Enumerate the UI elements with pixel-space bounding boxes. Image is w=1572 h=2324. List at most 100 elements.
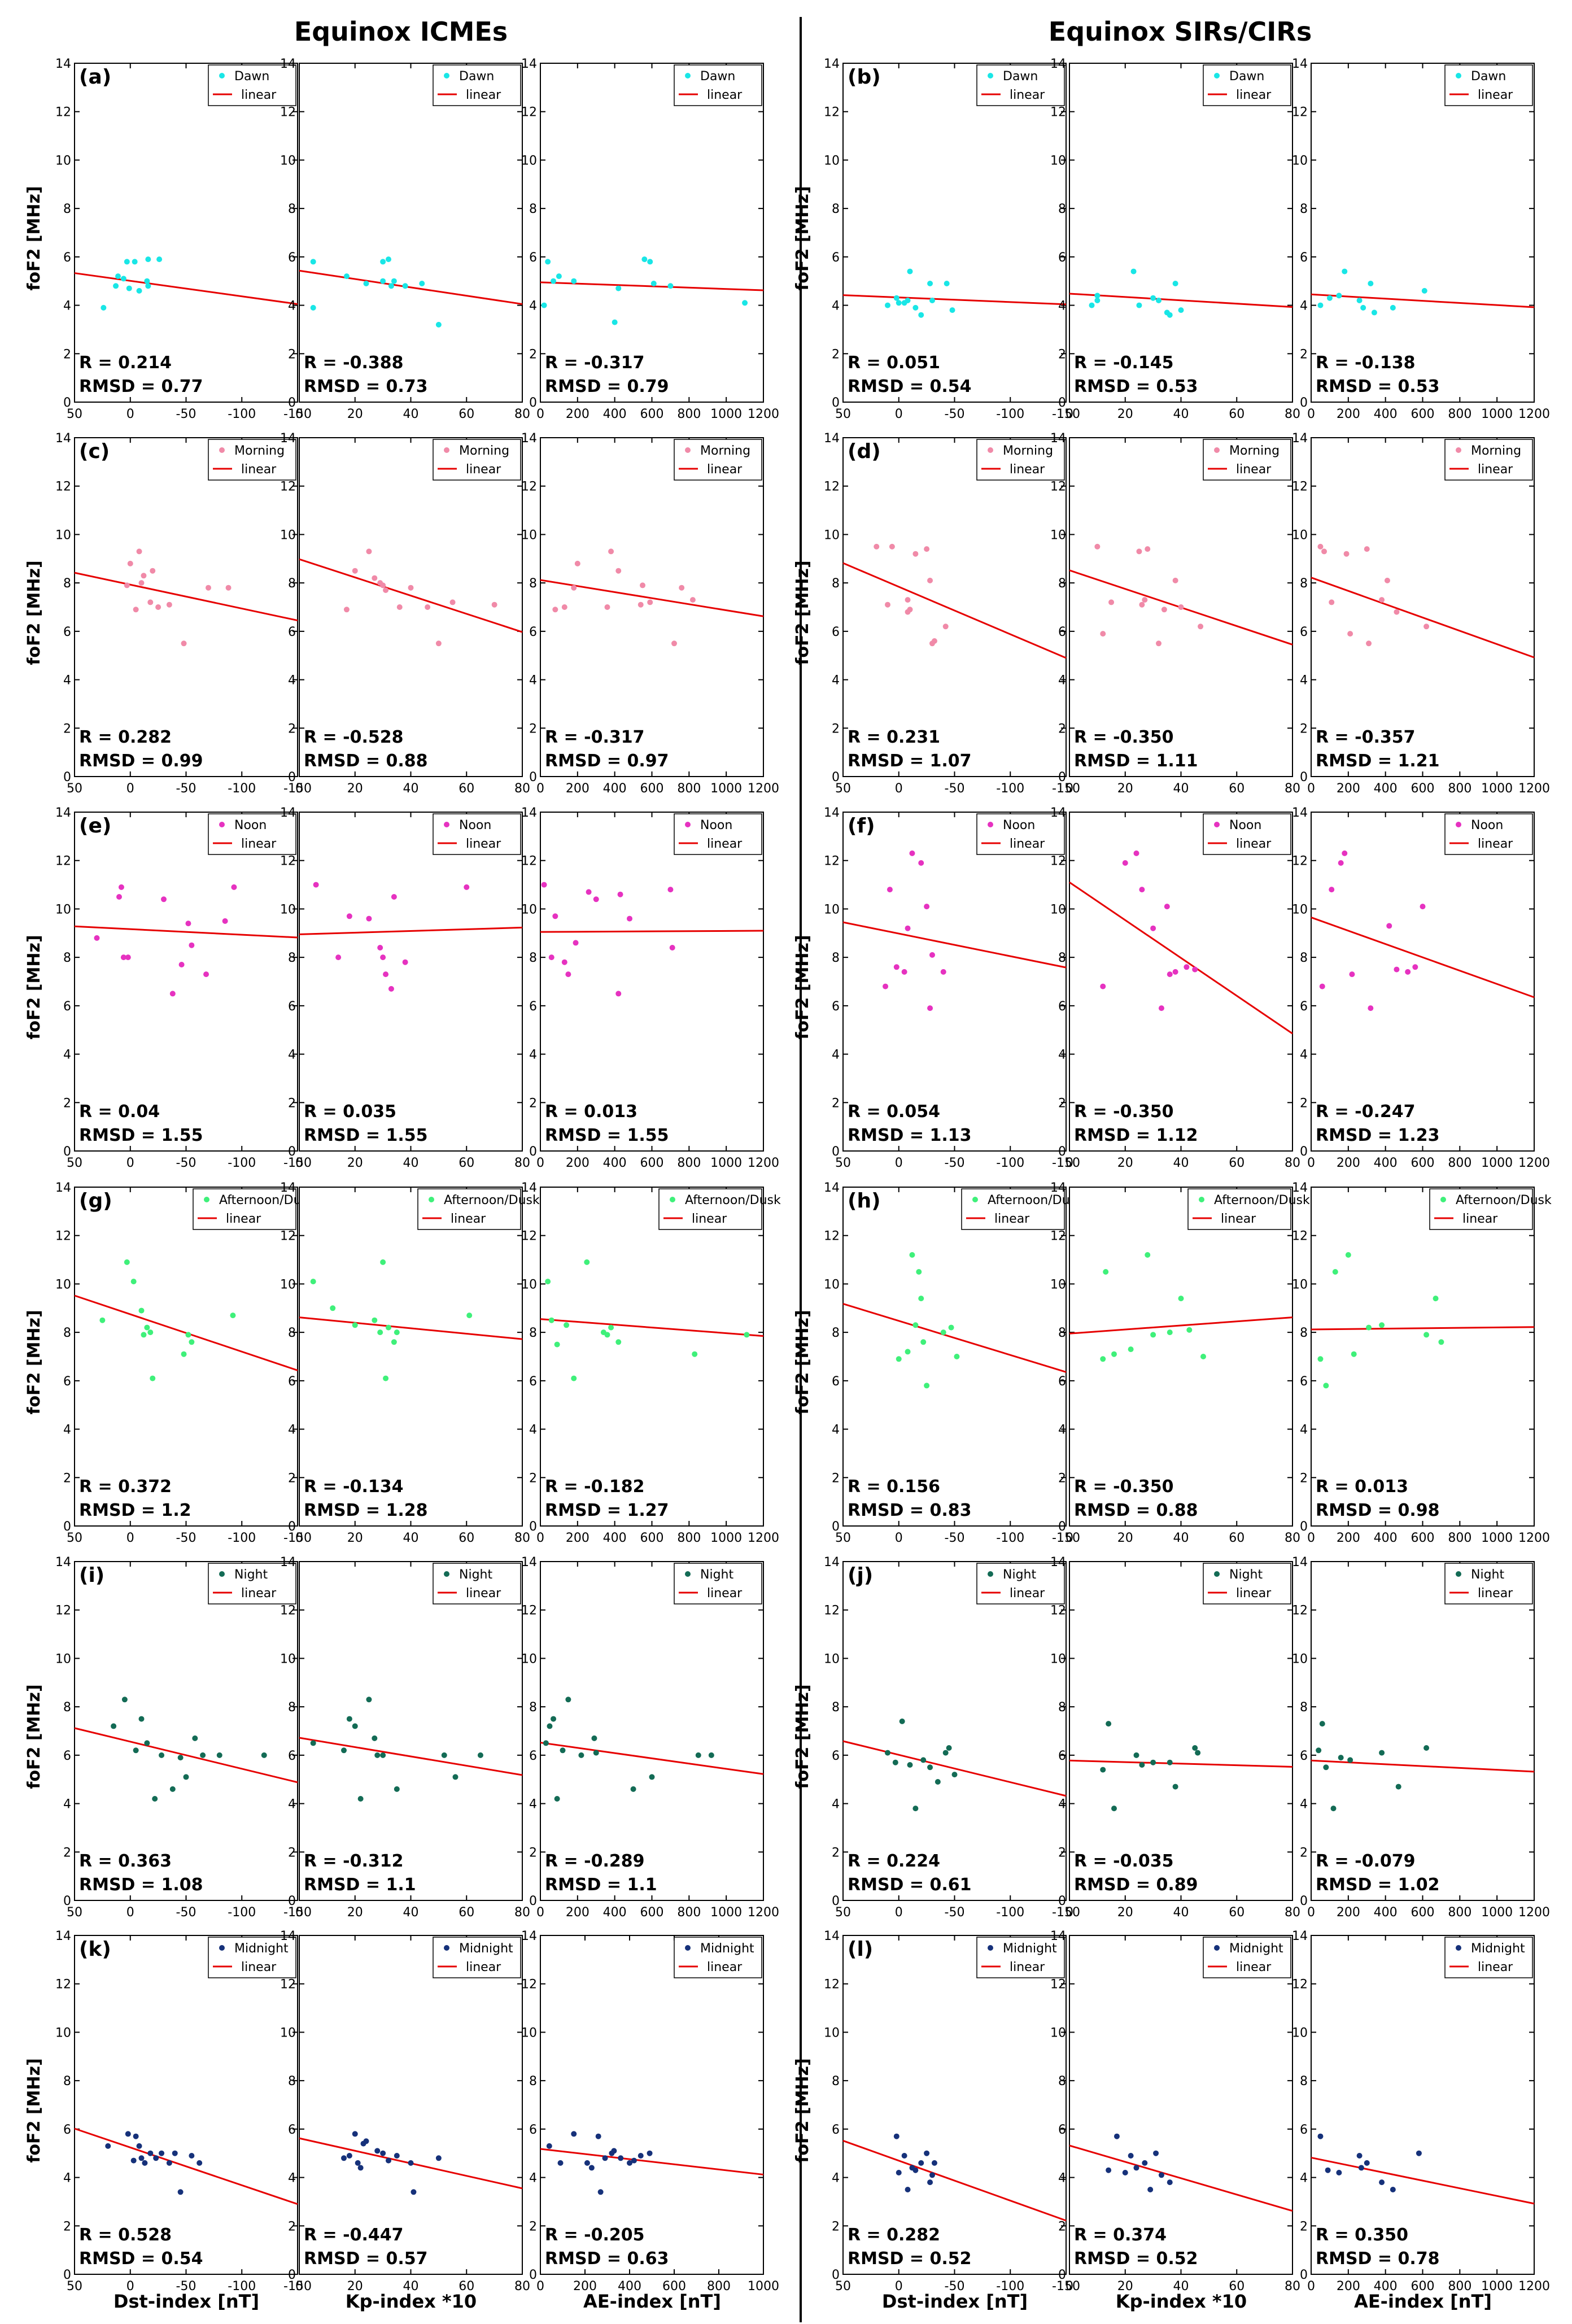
rmsd-value: RMSD = 0.61 xyxy=(848,1875,972,1895)
x-tick-label: 200 xyxy=(1337,782,1360,796)
y-tick-label: 2 xyxy=(1058,1471,1066,1485)
legend-box xyxy=(208,439,296,481)
x-tick-label: 800 xyxy=(677,1531,701,1545)
data-point xyxy=(942,623,949,630)
x-tick-label: 0 xyxy=(1066,1531,1073,1545)
x-tick-label: 40 xyxy=(1173,1156,1189,1170)
data-point xyxy=(586,889,592,895)
y-axis-label: foF2 [MHz] xyxy=(24,2058,44,2162)
data-point xyxy=(1156,298,1161,303)
y-tick-label: 0 xyxy=(1058,770,1066,784)
data-point xyxy=(1421,287,1427,294)
data-point xyxy=(1364,546,1370,552)
data-point xyxy=(896,1356,902,1362)
y-tick-label: 6 xyxy=(63,2123,71,2137)
x-tick-label: 0 xyxy=(1066,1156,1073,1170)
r-value: R = 0.013 xyxy=(1316,1477,1408,1497)
r-value: R = -0.134 xyxy=(304,1477,403,1497)
data-point xyxy=(310,1279,316,1285)
data-point xyxy=(118,884,124,890)
data-point xyxy=(927,1005,933,1011)
legend-series-label: Midnight xyxy=(1471,1942,1525,1956)
data-point xyxy=(1103,1269,1109,1275)
legend-marker xyxy=(685,1945,691,1951)
data-point xyxy=(132,259,138,265)
x-tick-label: -50 xyxy=(945,1906,965,1920)
rmsd-value: RMSD = 1.08 xyxy=(79,1875,203,1895)
legend-series-label: Morning xyxy=(700,444,750,458)
rmsd-value: RMSD = 0.53 xyxy=(1316,377,1440,396)
data-point xyxy=(1094,298,1101,303)
rmsd-value: RMSD = 1.1 xyxy=(304,1875,416,1895)
x-tick-label: 400 xyxy=(603,1906,627,1920)
legend-fit-label: linear xyxy=(466,837,501,851)
plot-frame xyxy=(299,1187,523,1527)
data-point xyxy=(1184,964,1190,970)
data-point xyxy=(905,298,911,303)
rmsd-value: RMSD = 0.77 xyxy=(79,377,203,396)
y-tick-label: 4 xyxy=(1300,1423,1308,1437)
x-tick-label: -50 xyxy=(176,1156,197,1170)
data-point xyxy=(355,2160,361,2166)
x-tick-label: 800 xyxy=(1448,2279,1471,2294)
linear-fit-line xyxy=(842,921,1067,969)
x-axis-label: AE-index [nT] xyxy=(583,2291,721,2312)
y-tick-label: 12 xyxy=(280,854,296,869)
data-point xyxy=(310,1740,316,1746)
legend-box xyxy=(1429,1188,1533,1230)
data-point xyxy=(142,2160,148,2166)
y-tick-label: 12 xyxy=(280,480,296,494)
legend-box xyxy=(193,1188,296,1230)
data-point xyxy=(927,1764,933,1771)
x-tick-label: -100 xyxy=(996,1156,1024,1170)
data-point xyxy=(491,601,497,608)
y-tick-label: 4 xyxy=(63,1798,71,1812)
data-point xyxy=(150,1375,156,1381)
y-tick-label: 10 xyxy=(280,1277,296,1292)
y-tick-label: 10 xyxy=(1050,2026,1066,2040)
y-tick-label: 10 xyxy=(55,902,71,917)
plot-frame xyxy=(1311,1561,1535,1901)
x-tick-label: 0 xyxy=(126,2279,134,2294)
linear-fit-line xyxy=(1311,1759,1535,1773)
x-tick-label: 1000 xyxy=(1481,1156,1513,1170)
legend-fit-label: linear xyxy=(707,88,743,102)
data-point xyxy=(1192,1745,1198,1751)
rmsd-value: RMSD = 0.54 xyxy=(79,2249,203,2269)
plot-frame xyxy=(1311,812,1535,1152)
y-tick-label: 4 xyxy=(63,1048,71,1062)
data-point xyxy=(1336,293,1342,299)
y-tick-label: 14 xyxy=(280,57,296,71)
x-tick-label: 80 xyxy=(1285,1906,1300,1920)
plot-frame xyxy=(299,1561,523,1901)
y-axis-label: foF2 [MHz] xyxy=(24,1684,44,1789)
data-point xyxy=(1111,1351,1117,1357)
y-tick-label: 8 xyxy=(1300,577,1308,591)
data-point xyxy=(1100,631,1106,637)
data-point xyxy=(1167,1759,1173,1765)
legend-box xyxy=(433,439,521,481)
data-point xyxy=(138,580,145,586)
x-tick-label: 1000 xyxy=(710,1906,742,1920)
data-point xyxy=(115,273,121,280)
y-tick-label: 10 xyxy=(824,2026,840,2040)
rmsd-value: RMSD = 1.07 xyxy=(848,751,972,771)
legend-series-label: Midnight xyxy=(1229,1942,1283,1956)
r-value: R = 0.054 xyxy=(848,1102,940,1122)
data-point xyxy=(391,278,397,284)
y-tick-label: 14 xyxy=(1050,806,1066,820)
linear-fit-line xyxy=(74,2127,298,2205)
legend-series-label: Midnight xyxy=(459,1942,513,1956)
x-tick-label: -100 xyxy=(996,1531,1024,1545)
x-tick-label: -150 xyxy=(283,1531,312,1545)
scatter-panel: 0 2 4 6 8 10 12 14 0 200 400 600 800 1000 1200 Morning l… xyxy=(521,431,779,796)
y-axis-label: foF2 [MHz] xyxy=(24,560,44,665)
x-tick-label: 800 xyxy=(1448,1906,1471,1920)
legend-box xyxy=(433,1563,521,1604)
x-tick-label: 0 xyxy=(1307,407,1315,421)
y-tick-label: 4 xyxy=(1300,2172,1308,2186)
data-point xyxy=(1147,2187,1154,2192)
y-tick-label: 2 xyxy=(529,2220,537,2234)
